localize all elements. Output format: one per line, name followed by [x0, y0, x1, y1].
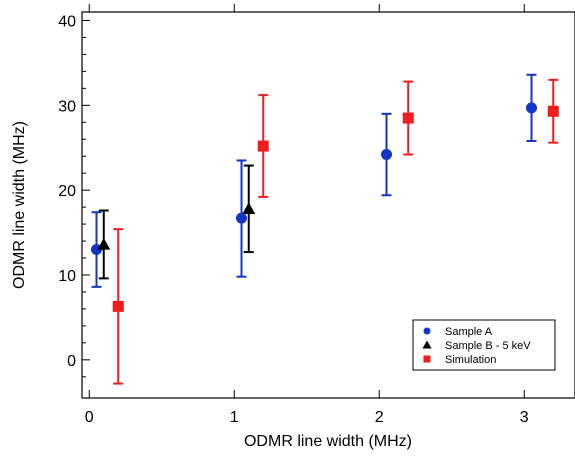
y-tick-label: 10 [58, 268, 76, 285]
x-axis-title: ODMR line width (MHz) [244, 433, 412, 450]
plot-frame [81, 11, 575, 399]
legend: Sample A Sample B - 5 keV Simulation [412, 319, 556, 371]
y-tick-label: 30 [58, 98, 76, 115]
legend-label: Sample A [445, 326, 493, 338]
data-point [402, 112, 414, 124]
legend-label: Simulation [445, 354, 496, 366]
data-point [97, 237, 111, 250]
legend-marker [423, 355, 431, 363]
x-axis-ticks: 0 1 2 3 [85, 4, 529, 426]
data-point [242, 202, 256, 215]
x-tick-label: 3 [520, 409, 529, 426]
legend-box [412, 319, 556, 371]
y-axis-title: ODMR line width (MHz) [11, 121, 28, 289]
x-tick-label: 0 [85, 409, 94, 426]
x-tick-label: 1 [230, 409, 239, 426]
data-point [381, 149, 392, 161]
data-point [257, 140, 269, 152]
y-tick-label: 40 [58, 13, 76, 30]
y-axis-ticks: 0 10 20 30 40 [58, 13, 90, 378]
x-tick-label: 2 [375, 409, 384, 426]
y-tick-label: 20 [58, 183, 76, 200]
legend-marker [423, 327, 431, 335]
data-point [526, 102, 537, 114]
y-tick-label: 0 [67, 353, 76, 370]
legend-label: Sample B - 5 keV [445, 340, 531, 352]
data-point [547, 105, 559, 117]
data-point [236, 212, 247, 224]
data-point [112, 300, 124, 312]
legend-marker [422, 340, 432, 349]
data-marks [91, 73, 559, 385]
